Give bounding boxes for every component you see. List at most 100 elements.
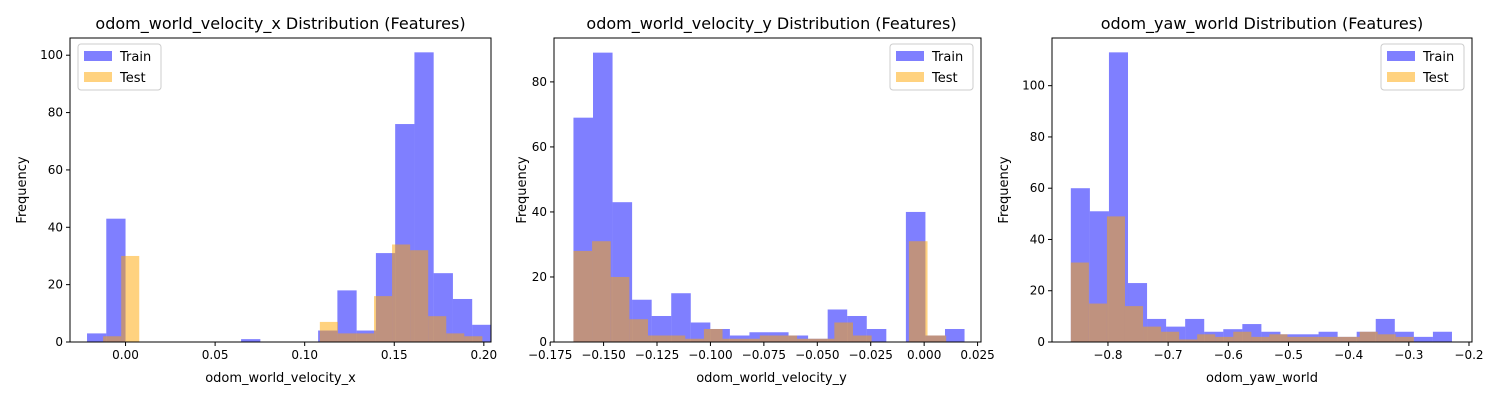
y-tick-label: 20 <box>48 278 63 292</box>
bar-test-15 <box>374 296 393 342</box>
y-axis-label: Frequency <box>15 156 30 223</box>
legend-label-train: Train <box>1422 50 1454 65</box>
x-ticks: −0.175 −0.150 −0.125 −0.100 −0.075 −0.050 −0.0… <box>528 342 995 362</box>
legend-swatch-test <box>1387 72 1415 82</box>
y-tick-label: 80 <box>1030 130 1045 144</box>
y-ticks: 0 20 40 60 80 <box>532 75 554 349</box>
y-tick-label: 60 <box>532 140 547 154</box>
bar-test-3 <box>1124 306 1144 342</box>
y-tick-label: 0 <box>539 335 547 349</box>
x-tick-label: 0.15 <box>381 348 408 362</box>
bar-test-14 <box>1323 336 1342 342</box>
legend-label-train: Train <box>931 50 963 65</box>
bar-test-7 <box>1197 334 1216 342</box>
x-tick-label: 0.10 <box>291 348 318 362</box>
bar-train-13 <box>337 290 357 342</box>
x-tick-label: −0.4 <box>1334 348 1363 362</box>
bar-test-3 <box>629 319 648 342</box>
bar-test-7 <box>703 328 723 342</box>
bar-test-12 <box>797 338 816 342</box>
bar-train-0 <box>87 333 107 342</box>
bar-test-1 <box>592 241 611 342</box>
bar-test-0 <box>103 336 122 342</box>
bar-test-11 <box>778 335 798 342</box>
axes-frame <box>69 37 492 343</box>
y-tick-label: 0 <box>1037 335 1045 349</box>
bar-test-19 <box>446 333 465 342</box>
bar-test-5 <box>666 335 686 342</box>
bar-test-12 <box>1287 336 1306 342</box>
x-tick-label: −0.6 <box>1214 348 1243 362</box>
y-tick-label: 60 <box>48 163 63 177</box>
chart-title: odom_yaw_world Distribution (Features) <box>1101 14 1424 34</box>
bar-train-5 <box>671 293 691 342</box>
x-tick-label: 0.20 <box>470 348 497 362</box>
y-axis-label: Frequency <box>515 156 530 223</box>
bar-test-14 <box>834 322 853 342</box>
bar-train-19 <box>1432 331 1452 342</box>
bar-test-9 <box>741 338 760 342</box>
x-axis-label: odom_world_velocity_x <box>205 371 356 386</box>
bar-test-1 <box>1088 303 1107 342</box>
x-tick-label: −0.025 <box>849 348 893 362</box>
bar-test-12 <box>319 321 338 342</box>
bar-test-18 <box>428 316 447 342</box>
bar-test-16 <box>1359 331 1378 342</box>
y-tick-label: 40 <box>1030 232 1045 246</box>
y-tick-label: 80 <box>48 106 63 120</box>
bar-test-0 <box>573 250 593 342</box>
bar-test-16 <box>392 244 411 342</box>
x-axis-label: odom_world_velocity_y <box>696 371 847 386</box>
bar-test-8 <box>1215 336 1234 342</box>
y-tick-label: 40 <box>48 220 63 234</box>
bars <box>87 52 492 343</box>
bar-test-14 <box>355 333 375 342</box>
bar-test-17 <box>1377 334 1396 342</box>
legend-swatch-train <box>1387 51 1415 61</box>
bar-test-18 <box>908 241 928 342</box>
bars <box>1070 52 1452 342</box>
bar-train-1 <box>106 218 126 342</box>
bar-train-18 <box>1413 336 1433 342</box>
y-tick-label: 20 <box>532 270 547 284</box>
legend: Train Test <box>889 43 974 91</box>
bar-test-13 <box>1305 336 1324 342</box>
bar-test-8 <box>722 338 742 342</box>
x-tick-label: −0.125 <box>635 348 679 362</box>
legend-swatch-train <box>896 51 924 61</box>
bar-test-11 <box>1269 334 1288 342</box>
chart-velocity-y: odom_world_velocity_y Distribution (Feat… <box>515 14 995 386</box>
bar-test-2 <box>1106 216 1125 342</box>
y-tick-label: 20 <box>1030 284 1045 298</box>
y-ticks: 0 20 40 60 80 100 <box>40 48 70 349</box>
bar-test-1 <box>121 255 140 342</box>
x-tick-label: −0.5 <box>1274 348 1303 362</box>
bar-train-8 <box>241 339 261 342</box>
x-tick-label: −0.075 <box>742 348 786 362</box>
chart-title: odom_world_velocity_y Distribution (Feat… <box>586 14 956 34</box>
legend-label-test: Test <box>119 71 146 86</box>
x-tick-label: −0.7 <box>1154 348 1183 362</box>
x-ticks: −0.8 −0.7 −0.6 −0.5 −0.4 −0.3 −0.2 <box>1093 342 1484 362</box>
bar-test-10 <box>1251 336 1270 342</box>
bar-test-18 <box>1395 336 1414 342</box>
bar-test-19 <box>927 335 947 342</box>
legend-label-test: Test <box>1422 71 1449 86</box>
bar-train-19 <box>452 298 473 342</box>
x-tick-label: −0.100 <box>688 348 732 362</box>
legend: Train Test <box>1380 43 1465 91</box>
bar-test-9 <box>1233 331 1252 342</box>
x-tick-label: −0.2 <box>1454 348 1483 362</box>
x-ticks: 0.00 0.05 0.10 0.15 0.20 <box>112 342 497 362</box>
bar-test-6 <box>1179 339 1198 342</box>
bar-test-10 <box>759 335 779 342</box>
y-tick-label: 80 <box>532 75 547 89</box>
legend-label-test: Test <box>931 71 958 86</box>
x-tick-label: 0.000 <box>907 348 941 362</box>
x-tick-label: −0.050 <box>795 348 839 362</box>
legend-swatch-test <box>896 72 924 82</box>
y-tick-label: 40 <box>532 205 547 219</box>
x-tick-label: 0.00 <box>112 348 139 362</box>
bar-train-15 <box>866 328 887 342</box>
